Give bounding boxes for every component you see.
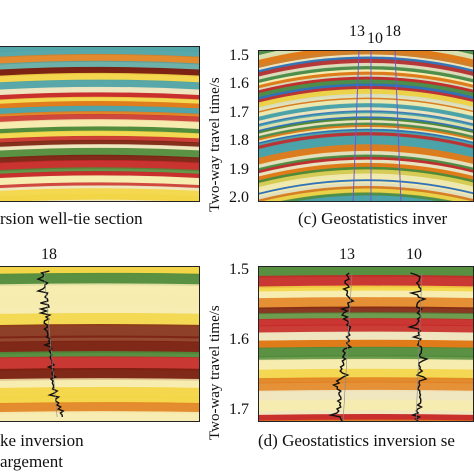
- panel-b-section: [0, 266, 200, 422]
- panel-c-ylabel: Two-way travel time/s: [207, 77, 223, 212]
- y-tick-label: 1.5: [229, 47, 249, 64]
- panel-c-well-label-18: 18: [385, 23, 401, 40]
- panel-c-caption: (c) Geostatistics inver: [298, 209, 448, 228]
- panel-a-caption: rsion well-tie section: [0, 209, 143, 228]
- panel-a-seismic-image: [0, 47, 199, 201]
- panel-d-section: [258, 266, 474, 422]
- panel-c-well-label-13: 13: [349, 23, 365, 40]
- panel-c-well-label-10: 10: [367, 30, 383, 47]
- panel-d-seismic-image: [259, 267, 473, 421]
- y-tick-label: 1.6: [229, 75, 249, 93]
- panel-d-well-label-10: 10: [406, 246, 422, 263]
- panel-a-section: [0, 46, 200, 202]
- y-tick-label: 2.0: [229, 189, 249, 206]
- panel-b-caption-line2: argement: [0, 452, 63, 471]
- y-tick-label: 1.6: [229, 331, 249, 348]
- y-tick-label: 1.5: [229, 261, 249, 278]
- panel-d-well-label-13: 13: [339, 246, 355, 263]
- panel-b-seismic-image: [0, 267, 199, 421]
- panel-d-ylabel: Two-way travel time/s: [207, 305, 223, 440]
- y-tick-label: 1.7: [229, 103, 249, 121]
- panel-c-section: [258, 50, 474, 202]
- panel-c-seismic-image: [259, 51, 473, 201]
- y-tick-label: 1.7: [229, 401, 249, 418]
- y-tick-label: 1.8: [229, 132, 249, 150]
- panel-b-well-label-18: 18: [41, 246, 57, 263]
- y-tick-label: 1.9: [229, 160, 249, 178]
- panel-d-caption: (d) Geostatistics inversion se: [258, 431, 455, 450]
- panel-b-caption-line1: ke inversion: [0, 431, 84, 450]
